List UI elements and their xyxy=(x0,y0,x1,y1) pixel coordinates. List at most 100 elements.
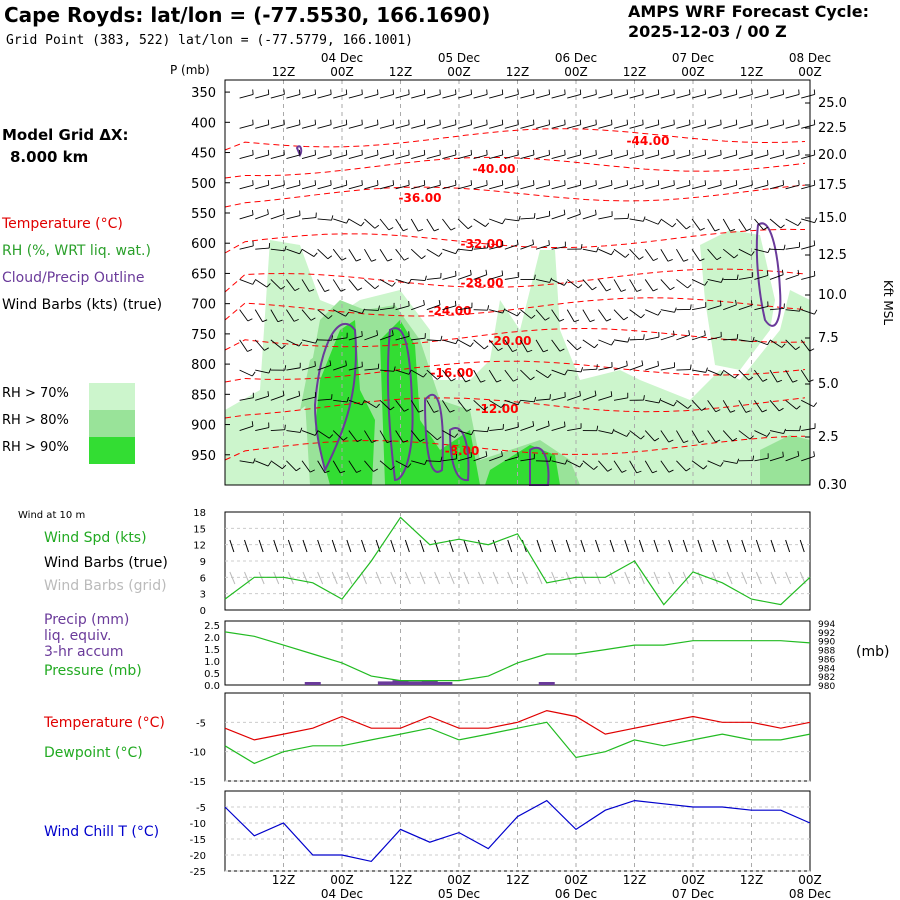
temperature-contour xyxy=(224,128,806,151)
wind-barb xyxy=(410,248,422,260)
dewpoint-line xyxy=(224,721,811,765)
wind-barb xyxy=(457,274,472,280)
wind-barb-flag xyxy=(749,435,754,440)
surface-wind-barb xyxy=(434,539,440,553)
wind-barb-flag xyxy=(730,410,736,413)
wind-barb xyxy=(255,184,269,190)
wind-barb xyxy=(582,214,597,220)
wind-barb xyxy=(520,94,535,99)
surface-wind-barb xyxy=(653,539,659,553)
grid-wind-barb xyxy=(229,571,236,585)
wind-barb xyxy=(801,218,815,224)
wind-barb xyxy=(489,154,503,159)
wind-barb xyxy=(644,430,655,442)
wind-barb xyxy=(395,94,410,99)
wind-barb xyxy=(426,218,435,232)
wind-barb xyxy=(691,248,701,262)
precip-bars xyxy=(304,680,555,685)
wind-barb-flag xyxy=(389,406,395,411)
temperature-tick-label: -5 xyxy=(196,718,206,729)
wind-barb xyxy=(520,244,534,250)
wind-barb xyxy=(707,430,716,443)
wind-barb-flag xyxy=(284,365,287,371)
wind-barb xyxy=(738,276,753,280)
grid-wind-barb xyxy=(317,571,324,585)
wind-barb xyxy=(411,154,425,159)
wind-barb xyxy=(442,305,457,311)
wind-barb xyxy=(473,94,488,99)
wind-barb xyxy=(645,184,659,190)
wind-barb-flag xyxy=(418,409,424,413)
wind-barb-flag xyxy=(687,404,692,409)
bottom-date-label: 08 Dec xyxy=(789,887,831,900)
wind-barb-flag xyxy=(549,277,553,283)
wind-barb-flag xyxy=(262,319,268,323)
wind-barb xyxy=(785,94,800,99)
wind-barb-flag xyxy=(346,218,350,224)
wind-barb xyxy=(723,154,737,159)
wind-barb xyxy=(629,460,638,474)
wind-barb xyxy=(379,124,394,129)
pressure-tick-label: 990 xyxy=(818,638,835,648)
wind-barb-flag xyxy=(750,251,755,256)
wind-barb-flag xyxy=(418,228,424,232)
wind-barb xyxy=(473,247,488,250)
wind-barb-flag xyxy=(500,403,505,408)
wind-barb-flag xyxy=(736,274,739,280)
wind-barb-flag xyxy=(683,259,689,262)
wind-barb-flag xyxy=(797,269,800,275)
wind-barb xyxy=(660,94,675,99)
wind-barb xyxy=(582,94,597,99)
rh90-label: RH > 90% xyxy=(2,440,69,455)
height-tick-label: 17.5 xyxy=(818,178,847,193)
cross-section-panel: -44.00 -40.00 -36.00 -32.00 -28.00 -24.00 -20.… xyxy=(170,63,895,493)
wind-panel-title: Wind at 10 m xyxy=(18,510,85,521)
wind-barb xyxy=(676,218,687,230)
wind-barb xyxy=(379,369,395,372)
wind-panel: 0 3 6 9 12 15 18 Wind at 10 m Wind Spd (kts) W… xyxy=(18,508,811,617)
wind-barb xyxy=(442,218,452,231)
wind-barb-flag xyxy=(657,219,662,225)
wind-barb xyxy=(613,184,628,190)
grid-wind-barb xyxy=(390,571,397,585)
wind-barb-flag xyxy=(813,402,818,407)
wind-barb-flag xyxy=(469,342,474,347)
surface-wind-barb xyxy=(390,539,396,553)
rh-region xyxy=(590,430,700,485)
bottom-hour-label: 12Z xyxy=(623,873,647,887)
wind-barb xyxy=(488,399,502,408)
wind-barb xyxy=(395,430,404,443)
wind-barb-flag xyxy=(531,314,536,319)
wind-barb-flag xyxy=(814,309,818,315)
wind-barb xyxy=(348,218,362,227)
wind-barb xyxy=(239,214,254,220)
wind-barb xyxy=(395,154,410,159)
wind-barb xyxy=(442,339,457,345)
wind-barb-flag xyxy=(703,465,708,470)
wind-barb xyxy=(738,248,752,256)
wind-barb-flag xyxy=(267,461,272,467)
wind-barb xyxy=(769,184,784,190)
grid-wind-barb xyxy=(638,571,645,585)
precip-bar xyxy=(538,682,555,685)
wind-barb xyxy=(676,279,688,289)
wind-barb-flag xyxy=(294,287,300,292)
wind-barb xyxy=(301,94,316,99)
model-grid-value: 8.000 km xyxy=(10,148,89,166)
grid-wind-barb xyxy=(770,571,777,585)
wind-barb-flag xyxy=(485,269,488,275)
cloud-outline xyxy=(295,145,303,158)
wind-barb-flag xyxy=(357,287,363,291)
wind-barb xyxy=(301,430,316,436)
wind-barb xyxy=(286,309,295,322)
grid-wind-barb xyxy=(375,571,382,585)
height-tick-label: 22.5 xyxy=(818,121,847,136)
wind-barb xyxy=(707,124,722,129)
wind-barb xyxy=(504,309,518,317)
height-tick-label: 25.0 xyxy=(818,96,847,111)
wind-barb-flag xyxy=(421,255,426,260)
precip-pressure-panel: 0.00.51.01.52.02.5 9949929909889869849829… xyxy=(44,612,889,692)
station-title: Cape Royds: lat/lon = (-77.5530, 166.169… xyxy=(4,3,491,27)
temperature-legend: Temperature (°C) xyxy=(43,715,165,731)
wind-barb-flag xyxy=(610,391,613,397)
